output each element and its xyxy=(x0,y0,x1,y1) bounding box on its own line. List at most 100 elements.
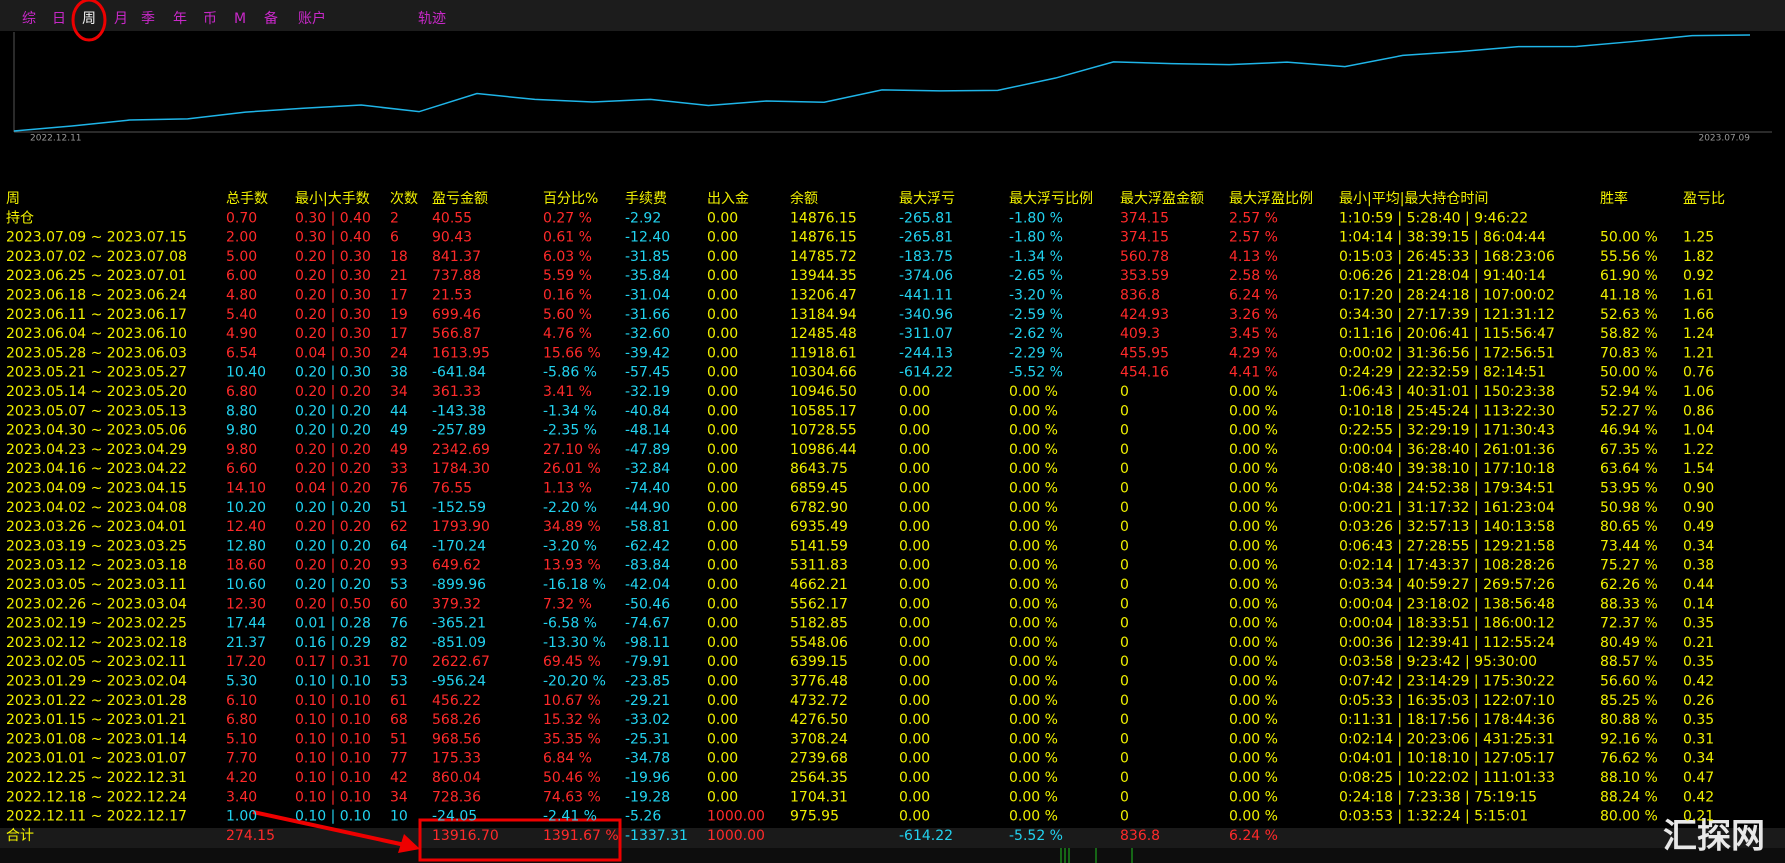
table-cell: 10946.50 xyxy=(790,384,857,400)
table-cell: 0:08:25 | 10:22:02 | 111:01:33 xyxy=(1339,770,1555,786)
table-cell: 649.62 xyxy=(432,558,481,574)
tab[interactable]: 币 xyxy=(203,11,217,27)
table-cell: 10585.17 xyxy=(790,403,857,419)
table-cell: 0.00 % xyxy=(1009,693,1058,709)
table-cell: 0.00 % xyxy=(1009,635,1058,651)
table-cell: 12485.48 xyxy=(790,326,857,342)
table-cell: 6399.15 xyxy=(790,654,848,670)
table-cell: 41.18 % xyxy=(1600,288,1658,304)
table-cell: -16.18 % xyxy=(543,577,606,593)
table-cell: 6935.49 xyxy=(790,519,848,535)
table-cell: 9.80 xyxy=(226,442,257,458)
tab[interactable]: 综 xyxy=(22,11,36,27)
table-cell: 0 xyxy=(1120,558,1129,574)
table-cell: 0.16 | 0.29 xyxy=(295,635,371,651)
table-cell: 0.00 xyxy=(707,326,738,342)
table-cell: 0.00 xyxy=(707,268,738,284)
table-cell: 0.00 % xyxy=(1009,731,1058,747)
table-cell: 0 xyxy=(1120,519,1129,535)
table-cell: 0.26 xyxy=(1683,693,1714,709)
table-cell: -183.75 xyxy=(899,249,953,265)
table-cell: 0.00 xyxy=(899,616,930,632)
table-cell: -50.46 xyxy=(625,596,670,612)
table-cell: -12.40 xyxy=(625,230,670,246)
table-cell: 24 xyxy=(390,345,408,361)
table-cell: -5.52 % xyxy=(1009,365,1063,381)
table-cell: 0.20 | 0.20 xyxy=(295,577,371,593)
table-cell: 0.00 % xyxy=(1229,461,1278,477)
table-cell: 0.38 xyxy=(1683,558,1714,574)
table-cell: 0.00 xyxy=(707,558,738,574)
table-cell: 53 xyxy=(390,577,408,593)
table-cell: 0.00 xyxy=(899,577,930,593)
table-cell: 61.90 % xyxy=(1600,268,1658,284)
table-cell: 0.00 % xyxy=(1009,538,1058,554)
table-cell: -2.62 % xyxy=(1009,326,1063,342)
table-cell: 0.00 % xyxy=(1009,674,1058,690)
table-cell: -2.29 % xyxy=(1009,345,1063,361)
table-cell: 0.00 % xyxy=(1009,789,1058,805)
table-cell: 2023.02.26 ~ 2023.03.04 xyxy=(6,596,187,612)
table-cell: 1784.30 xyxy=(432,461,490,477)
table-cell: 0.20 | 0.30 xyxy=(295,288,371,304)
table-cell: 0.90 xyxy=(1683,481,1714,497)
table-cell: 82 xyxy=(390,635,408,651)
tab[interactable]: 月 xyxy=(114,11,128,27)
table-cell: 0.00 xyxy=(899,442,930,458)
table-cell: 0.10 | 0.10 xyxy=(295,751,371,767)
tab[interactable]: 日 xyxy=(52,11,66,27)
table-cell: 0.76 xyxy=(1683,365,1714,381)
table-cell: 0.00 xyxy=(707,307,738,323)
table-cell: 7.70 xyxy=(226,751,257,767)
table-cell: 0.00 xyxy=(899,770,930,786)
table-cell: 51 xyxy=(390,731,408,747)
table-cell: 74.63 % xyxy=(543,789,601,805)
table-cell: 80.00 % xyxy=(1600,809,1658,825)
table-cell: 0.00 xyxy=(707,519,738,535)
table-cell: 0.00 % xyxy=(1229,654,1278,670)
table-cell: 18 xyxy=(390,249,408,265)
column-header: 出入金 xyxy=(707,191,749,207)
tab[interactable]: 账户 xyxy=(298,10,326,27)
table-cell: 836.8 xyxy=(1120,288,1160,304)
tab[interactable]: 周 xyxy=(82,11,96,27)
table-cell: 0.00 % xyxy=(1009,596,1058,612)
table-cell: 3708.24 xyxy=(790,731,848,747)
table-cell: 0.10 | 0.10 xyxy=(295,809,371,825)
table-cell: 0.00 xyxy=(707,654,738,670)
table-cell: -47.89 xyxy=(625,442,670,458)
table-cell: 50.98 % xyxy=(1600,500,1658,516)
table-cell: 568.26 xyxy=(432,712,481,728)
table-cell: 2023.05.07 ~ 2023.05.13 xyxy=(6,403,187,419)
table-cell: 0.20 | 0.20 xyxy=(295,461,371,477)
table-cell: 2023.01.01 ~ 2023.01.07 xyxy=(6,751,187,767)
table-cell: 0.00 xyxy=(899,461,930,477)
tab[interactable]: 季 xyxy=(141,11,155,27)
tab[interactable]: 备 xyxy=(264,10,278,27)
table-cell: 0:24:18 | 7:23:38 | 75:19:15 xyxy=(1339,789,1537,805)
table-cell: 0.00 % xyxy=(1229,712,1278,728)
tab[interactable]: 轨迹 xyxy=(418,11,446,27)
table-cell: -374.06 xyxy=(899,268,953,284)
table-cell: 2023.04.23 ~ 2023.04.29 xyxy=(6,442,187,458)
table-cell: 2 xyxy=(390,210,399,226)
table-cell: 4732.72 xyxy=(790,693,848,709)
table-cell: 0 xyxy=(1120,751,1129,767)
table-cell: 361.33 xyxy=(432,384,481,400)
table-cell: 0.00 xyxy=(899,538,930,554)
tab[interactable]: 年 xyxy=(173,11,187,27)
table-cell: -1.80 % xyxy=(1009,230,1063,246)
table-cell: -35.84 xyxy=(625,268,670,284)
table-cell: -25.31 xyxy=(625,731,670,747)
table-cell: 0.00 xyxy=(707,288,738,304)
table-cell: -265.81 xyxy=(899,230,953,246)
table-cell: 0.90 xyxy=(1683,500,1714,516)
table-cell: 70 xyxy=(390,654,408,670)
table-cell: 1.04 xyxy=(1683,423,1714,439)
table-cell: 0.42 xyxy=(1683,789,1714,805)
tab[interactable]: M xyxy=(234,11,246,27)
table-cell: 0:02:14 | 20:23:06 | 431:25:31 xyxy=(1339,731,1555,747)
table-cell: 737.88 xyxy=(432,268,481,284)
table-cell: 88.24 % xyxy=(1600,789,1658,805)
table-cell: 0.00 % xyxy=(1009,616,1058,632)
